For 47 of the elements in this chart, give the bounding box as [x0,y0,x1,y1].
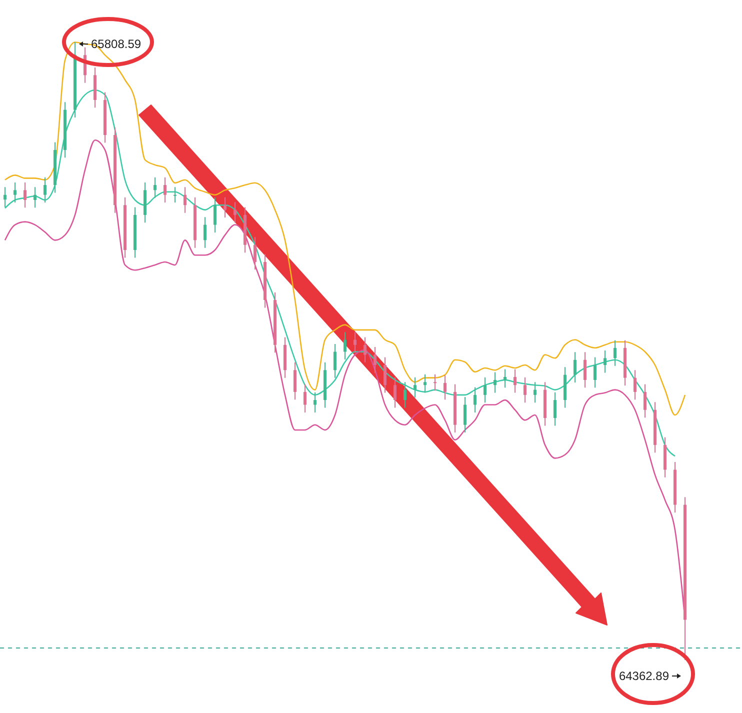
candlestick [24,182,26,208]
candlestick [14,182,16,204]
candlestick [614,340,616,366]
candlestick [44,176,46,204]
candlestick [424,374,426,394]
candlestick [164,176,166,204]
candlestick [234,202,236,224]
candlestick [354,332,356,354]
candlestick [504,368,506,388]
candlestick [534,382,536,404]
candlestick [184,186,186,214]
candlestick [314,392,316,413]
candlestick [594,356,596,388]
candlestick [414,376,416,398]
candlestick [434,374,436,392]
candlestick [374,346,376,374]
candlestick [554,392,556,426]
candlestick [154,176,156,198]
candlestick [214,196,216,233]
candlestick [204,216,206,248]
candlestick [494,372,496,394]
candlestick [4,186,6,208]
candlestick [604,350,606,374]
candlestick [514,368,516,394]
candlestick [644,384,646,418]
annotation: 65808.59 [91,37,142,51]
candlestick [634,370,636,400]
candlestick [34,186,36,208]
text: 64362.89 [618,669,670,683]
candlestick [574,352,576,384]
candlestick [174,186,176,204]
candlestick [524,376,526,404]
candlestick [584,352,586,388]
candlestick [294,362,296,400]
candlestick [344,332,346,360]
candlestick [254,236,256,270]
candlestick [224,196,226,218]
candlestick [464,396,466,434]
candlestick [384,356,386,394]
candlestick [304,384,306,413]
candlestick [444,374,446,400]
candlestick [474,386,476,413]
candlestick [394,376,396,408]
candlestick [364,336,366,363]
candlestick [484,376,486,404]
candlestick [404,382,406,408]
candlestick [334,344,336,378]
